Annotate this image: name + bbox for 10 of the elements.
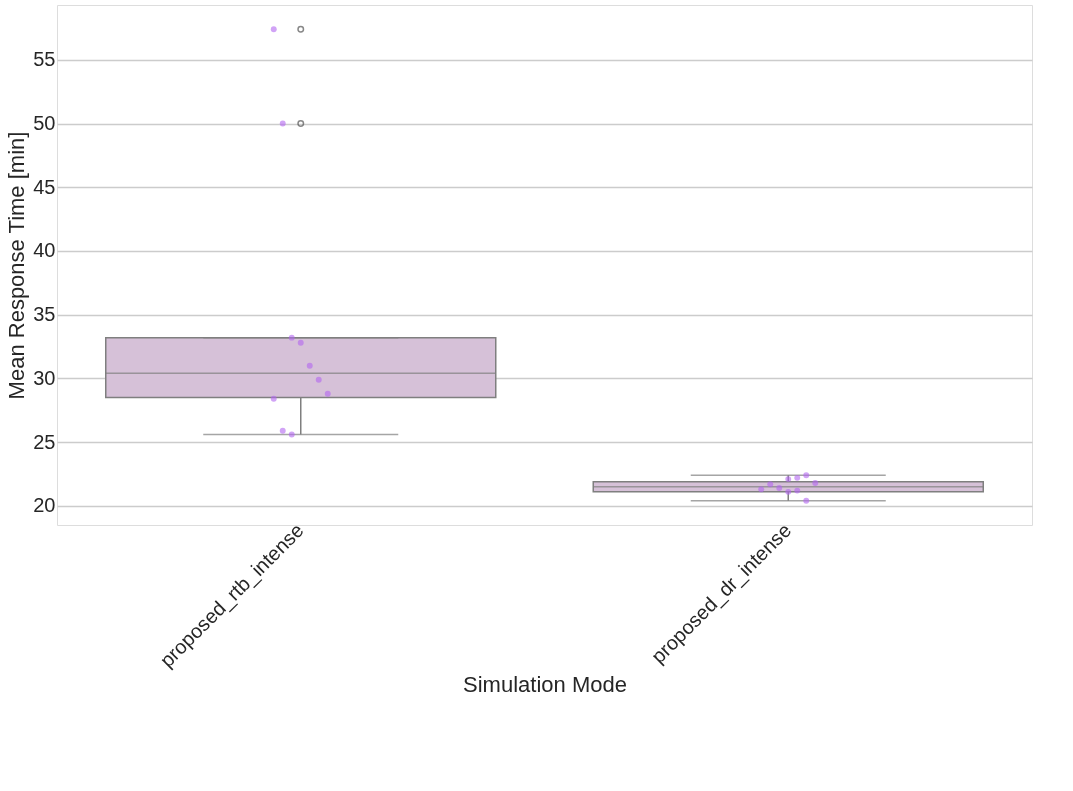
x-axis-title: Simulation Mode (463, 672, 627, 698)
y-tick-label: 30 (33, 366, 56, 389)
y-tick-label: 20 (33, 494, 56, 517)
y-tick-label: 45 (33, 175, 56, 198)
y-tick-label: 35 (33, 303, 56, 326)
y-tick-label: 40 (33, 239, 56, 262)
y-axis-title: Mean Response Time [min] (4, 131, 30, 400)
y-tick-label: 55 (33, 48, 56, 71)
y-tick-label: 25 (33, 430, 56, 453)
y-tick-label: 50 (33, 112, 56, 135)
